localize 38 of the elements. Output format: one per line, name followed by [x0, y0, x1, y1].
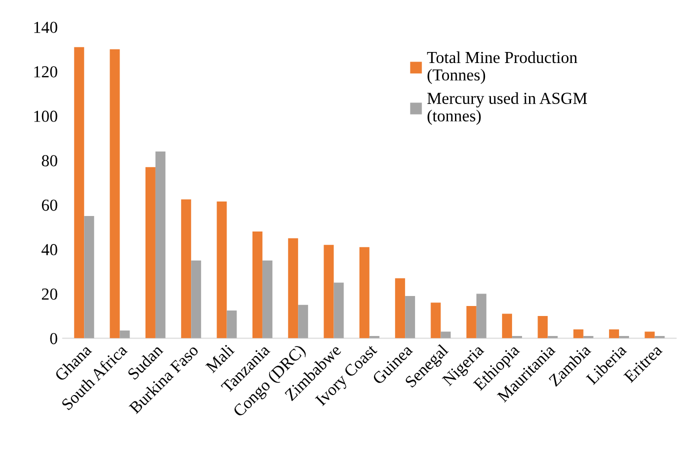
y-tick-label: 60	[42, 200, 58, 211]
bar	[476, 294, 486, 338]
bar	[226, 310, 237, 338]
bar	[298, 304, 308, 338]
bar	[395, 278, 406, 338]
bar	[644, 332, 655, 338]
bar	[573, 329, 584, 338]
bar	[181, 199, 192, 338]
bar	[145, 167, 156, 338]
bar	[440, 332, 451, 338]
y-tick-label: 100	[34, 110, 58, 122]
y-tick-label: 120	[34, 66, 58, 78]
y-tick-label: 140	[34, 22, 58, 34]
bar	[84, 216, 94, 338]
y-tick-label: 0	[50, 332, 58, 344]
y-tick-label: 80	[42, 155, 58, 166]
y-tick-label: 40	[42, 244, 58, 256]
bar	[252, 232, 262, 338]
bar	[359, 247, 370, 338]
bar	[120, 330, 130, 338]
bar	[155, 152, 166, 338]
bar	[324, 244, 334, 338]
y-tick-label: 20	[42, 288, 58, 300]
bar	[110, 49, 120, 338]
bar	[216, 202, 227, 338]
bar	[466, 306, 476, 338]
bar	[538, 316, 548, 338]
bar	[609, 329, 620, 338]
bar	[74, 47, 84, 338]
bar	[334, 282, 344, 338]
bar	[191, 260, 202, 338]
bar	[430, 302, 441, 338]
legend-label: Mercury used in ASGM (tonnes)	[427, 92, 587, 125]
legend-label: Total Mine Production (Tonnes)	[427, 51, 578, 84]
bar	[405, 296, 416, 338]
bar	[262, 260, 272, 338]
bar	[288, 238, 298, 338]
bar	[502, 314, 512, 338]
